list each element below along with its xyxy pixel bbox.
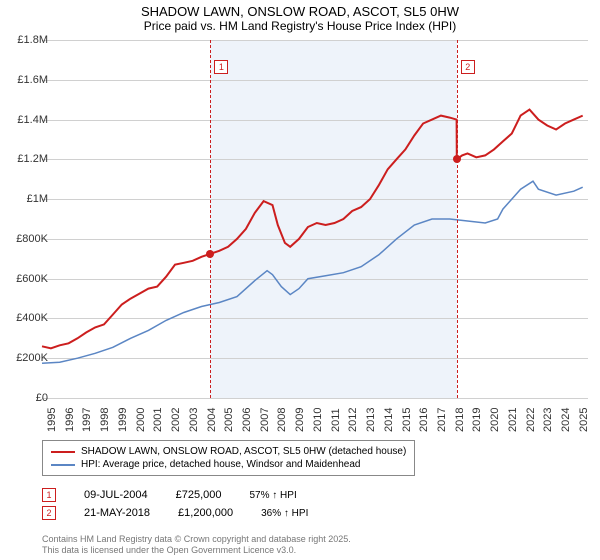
- x-axis-label: 2002: [170, 408, 182, 432]
- sale-price: £1,200,000: [178, 507, 233, 519]
- sales-table: 1 09-JUL-2004 £725,000 57% ↑ HPI 2 21-MAY-201…: [42, 486, 308, 522]
- x-axis-label: 2025: [578, 408, 590, 432]
- y-axis-label: £400K: [16, 312, 48, 324]
- footer-line-1: Contains HM Land Registry data © Crown c…: [42, 534, 351, 545]
- x-axis-label: 2011: [330, 408, 342, 432]
- series-property: [42, 110, 583, 349]
- x-axis-label: 1998: [99, 408, 111, 432]
- legend-swatch: [51, 464, 75, 466]
- x-axis-label: 2008: [276, 408, 288, 432]
- sale-delta: 36% ↑ HPI: [261, 508, 308, 519]
- x-axis-label: 2017: [436, 408, 448, 432]
- legend-item: SHADOW LAWN, ONSLOW ROAD, ASCOT, SL5 0HW…: [51, 445, 406, 458]
- x-axis-label: 2001: [152, 408, 164, 432]
- x-axis-label: 2018: [454, 408, 466, 432]
- y-axis-label: £1.2M: [17, 153, 48, 165]
- x-axis-label: 1995: [46, 408, 58, 432]
- y-axis-label: £0: [36, 392, 48, 404]
- x-axis-label: 2015: [401, 408, 413, 432]
- footer-line-2: This data is licensed under the Open Gov…: [42, 545, 351, 556]
- x-axis-label: 2003: [188, 408, 200, 432]
- x-axis-label: 2005: [223, 408, 235, 432]
- sale-row: 2 21-MAY-2018 £1,200,000 36% ↑ HPI: [42, 504, 308, 522]
- x-axis-label: 2006: [241, 408, 253, 432]
- x-axis-label: 2019: [471, 408, 483, 432]
- sale-delta: 57% ↑ HPI: [249, 490, 296, 501]
- x-axis-label: 2021: [507, 408, 519, 432]
- series-hpi: [42, 181, 583, 363]
- x-axis-label: 1999: [117, 408, 129, 432]
- x-axis-label: 2013: [365, 408, 377, 432]
- chart-subtitle: Price paid vs. HM Land Registry's House …: [0, 19, 600, 39]
- x-axis-label: 2022: [525, 408, 537, 432]
- x-axis-label: 2014: [383, 408, 395, 432]
- x-axis-label: 2023: [542, 408, 554, 432]
- x-axis-label: 1997: [81, 408, 93, 432]
- x-axis-label: 2010: [312, 408, 324, 432]
- sale-marker-box: 1: [214, 60, 228, 74]
- y-axis-label: £1M: [27, 193, 48, 205]
- y-axis-label: £200K: [16, 352, 48, 364]
- x-axis-label: 2016: [418, 408, 430, 432]
- y-axis-label: £1.4M: [17, 114, 48, 126]
- chart-title: SHADOW LAWN, ONSLOW ROAD, ASCOT, SL5 0HW: [0, 0, 600, 19]
- sale-date: 21-MAY-2018: [84, 507, 150, 519]
- x-axis-label: 1996: [64, 408, 76, 432]
- y-axis-label: £1.6M: [17, 74, 48, 86]
- sale-marker-line: [210, 40, 211, 398]
- y-axis-label: £600K: [16, 273, 48, 285]
- series-svg: [42, 40, 588, 398]
- x-axis-label: 2012: [347, 408, 359, 432]
- x-axis-label: 2004: [206, 408, 218, 432]
- sale-marker-dot: [206, 250, 214, 258]
- legend-swatch: [51, 451, 75, 453]
- footer-attribution: Contains HM Land Registry data © Crown c…: [42, 534, 351, 557]
- chart-plot-area: 12: [42, 40, 588, 398]
- x-axis-label: 2020: [489, 408, 501, 432]
- sale-row-marker: 1: [42, 488, 56, 502]
- sale-price: £725,000: [176, 489, 222, 501]
- x-axis-label: 2000: [135, 408, 147, 432]
- sale-marker-dot: [453, 155, 461, 163]
- sale-marker-box: 2: [461, 60, 475, 74]
- x-axis-label: 2024: [560, 408, 572, 432]
- sale-marker-line: [457, 40, 458, 398]
- chart-legend: SHADOW LAWN, ONSLOW ROAD, ASCOT, SL5 0HW…: [42, 440, 415, 476]
- y-axis-label: £1.8M: [17, 34, 48, 46]
- legend-item: HPI: Average price, detached house, Wind…: [51, 458, 406, 471]
- legend-label: HPI: Average price, detached house, Wind…: [81, 459, 360, 470]
- sale-row-marker: 2: [42, 506, 56, 520]
- sale-date: 09-JUL-2004: [84, 489, 148, 501]
- legend-label: SHADOW LAWN, ONSLOW ROAD, ASCOT, SL5 0HW…: [81, 446, 406, 457]
- y-axis-label: £800K: [16, 233, 48, 245]
- gridline-h: [42, 398, 588, 399]
- sale-row: 1 09-JUL-2004 £725,000 57% ↑ HPI: [42, 486, 308, 504]
- x-axis-label: 2009: [294, 408, 306, 432]
- x-axis-label: 2007: [259, 408, 271, 432]
